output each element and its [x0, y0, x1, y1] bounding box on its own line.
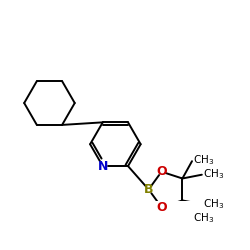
- Text: CH$_3$: CH$_3$: [203, 168, 225, 181]
- Text: O: O: [156, 201, 167, 214]
- Text: CH$_3$: CH$_3$: [193, 212, 214, 225]
- Text: B: B: [144, 183, 153, 196]
- Text: CH$_3$: CH$_3$: [203, 198, 225, 211]
- Text: O: O: [156, 165, 167, 178]
- Text: CH$_3$: CH$_3$: [193, 154, 214, 167]
- Text: N: N: [98, 160, 108, 172]
